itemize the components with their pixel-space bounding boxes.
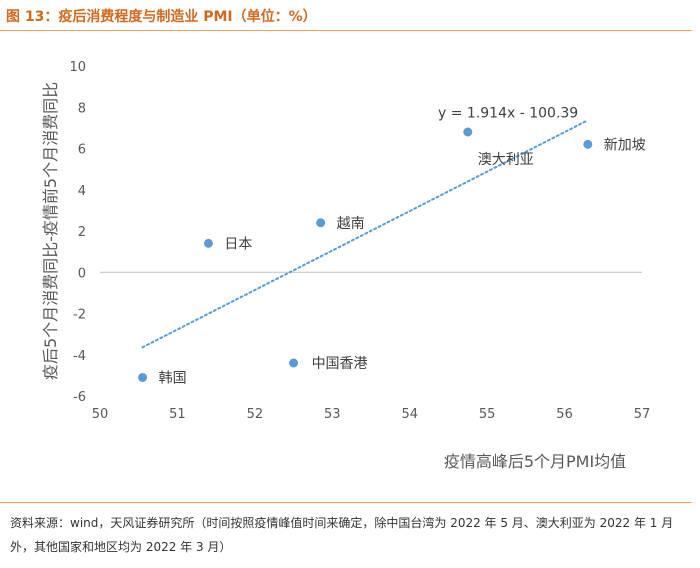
y-tick-label: 8 [78, 101, 86, 116]
x-tick-label: 50 [92, 407, 109, 422]
y-tick-label: -2 [73, 308, 86, 323]
trendline-equation: y = 1.914x - 100.39 [438, 106, 578, 122]
scatter-chart: -6 -4 -2 0 2 4 6 8 10 50 51 52 53 54 55 56 57 疫情高峰后5个月PMI… [41, 60, 651, 471]
y-tick-label: 10 [69, 60, 86, 75]
top-divider [0, 30, 692, 31]
y-tick-label: 2 [78, 225, 86, 240]
x-tick-label: 56 [556, 407, 573, 422]
trendline [141, 119, 589, 349]
data-point-label: 新加坡 [604, 137, 646, 153]
data-point [316, 218, 326, 228]
x-tick-label: 52 [247, 407, 264, 422]
data-point [463, 127, 473, 137]
chart-area: -6 -4 -2 0 2 4 6 8 10 50 51 52 53 54 55 56 57 疫情高峰后5个月PMI… [0, 31, 700, 501]
y-tick-label: 4 [78, 184, 86, 199]
data-point-label: 越南 [337, 216, 365, 232]
figure-title: 图 13：疫后消费程度与制造业 PMI（单位：%） [6, 9, 317, 25]
data-point [138, 372, 148, 382]
y-tick-label: -4 [73, 349, 86, 364]
x-tick-label: 53 [324, 407, 341, 422]
data-point-label: 日本 [224, 236, 252, 252]
y-tick-label: -6 [73, 390, 86, 405]
data-point-label: 中国香港 [312, 356, 368, 372]
data-point [583, 139, 593, 149]
y-tick-label: 6 [78, 143, 86, 158]
x-tick-label: 51 [169, 407, 186, 422]
y-axis-title: 疫后5个月消费同比-疫情前5个月消费同比 [41, 82, 60, 380]
bottom-divider [0, 502, 692, 503]
data-point-label: 澳大利亚 [478, 152, 534, 168]
x-tick-label: 54 [401, 407, 418, 422]
x-tick-label: 57 [634, 407, 651, 422]
data-point [289, 358, 299, 368]
x-axis-title: 疫情高峰后5个月PMI均值 [444, 452, 626, 471]
source-note: 资料来源：wind，天风证券研究所（时间按照疫情峰值时间来确定，除中国台湾为 2… [10, 516, 674, 554]
data-point-label: 韩国 [159, 370, 187, 386]
figure-title-bar: 图 13：疫后消费程度与制造业 PMI（单位：%） [6, 3, 690, 29]
y-tick-label: 0 [78, 266, 86, 281]
x-tick-label: 55 [479, 407, 496, 422]
data-point [203, 238, 213, 248]
